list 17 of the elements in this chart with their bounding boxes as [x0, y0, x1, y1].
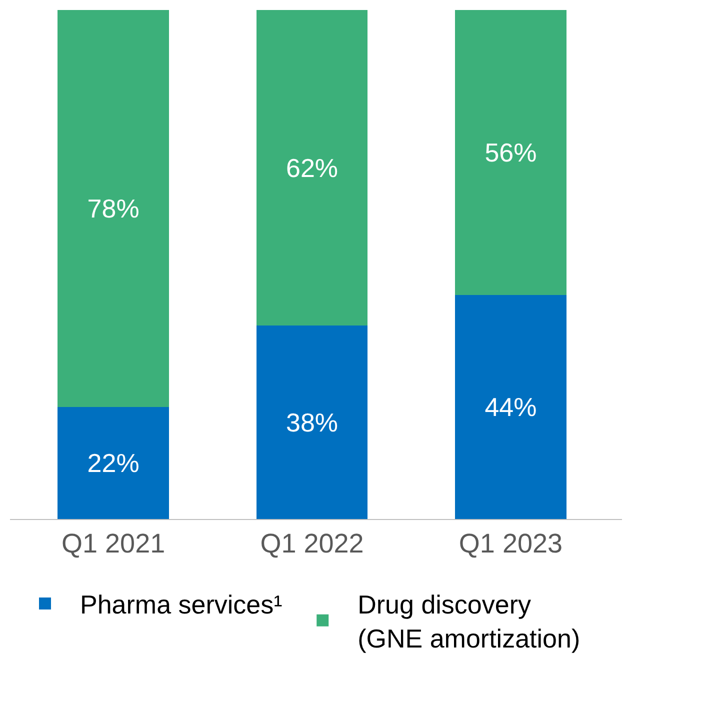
bar — [455, 10, 566, 296]
data-label: 56% — [484, 138, 537, 168]
x-tick-label: Q1 2022 — [260, 528, 364, 558]
bar — [256, 10, 368, 326]
bar — [58, 10, 169, 408]
data-label: 78% — [87, 194, 140, 224]
x-tick-label: Q1 2023 — [458, 528, 563, 558]
bar — [256, 326, 368, 519]
bar — [455, 295, 566, 519]
data-label: 38% — [286, 407, 338, 438]
bar — [58, 407, 169, 519]
legend-label: Pharma services¹ — [80, 590, 283, 620]
data-label: 22% — [87, 448, 140, 478]
data-label: 44% — [484, 392, 537, 422]
data-label: 62% — [286, 152, 338, 183]
legend-label: Drug discovery (GNE amortization) — [358, 590, 580, 654]
x-tick-label: Q1 2021 — [62, 528, 166, 558]
